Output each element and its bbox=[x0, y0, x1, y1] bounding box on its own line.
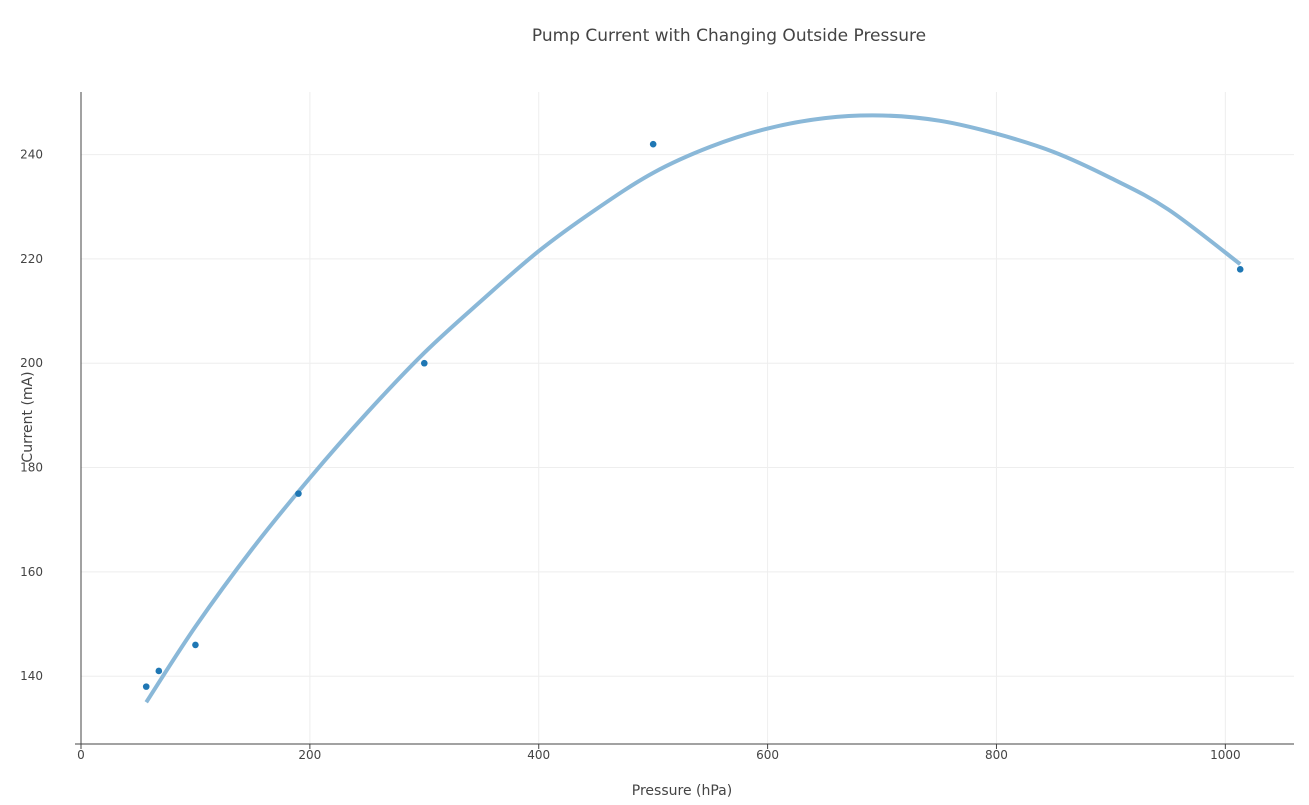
x-tick-label: 600 bbox=[756, 748, 779, 762]
x-tick-label: 1000 bbox=[1210, 748, 1241, 762]
y-tick-label: 220 bbox=[20, 252, 43, 266]
data-point bbox=[142, 683, 150, 690]
tick-labels: 0 200 400 600 800 1000 140 160 180 200 220 240 bbox=[20, 148, 1241, 762]
data-point bbox=[649, 140, 657, 148]
grid bbox=[81, 92, 1294, 744]
x-axis-label: Pressure (hPa) bbox=[632, 783, 732, 799]
x-tick-label: 800 bbox=[985, 748, 1008, 762]
data-point bbox=[155, 667, 163, 675]
y-tick-label: 140 bbox=[20, 669, 43, 683]
data-point bbox=[1236, 266, 1244, 273]
x-tick-label: 0 bbox=[77, 748, 85, 762]
x-tick-label: 200 bbox=[298, 748, 321, 762]
y-tick-label: 200 bbox=[20, 356, 43, 370]
chart-title: Pump Current with Changing Outside Press… bbox=[532, 26, 926, 46]
fit-curve-layer bbox=[144, 113, 1242, 704]
data-points bbox=[142, 140, 1244, 690]
data-point bbox=[421, 359, 428, 367]
axes bbox=[75, 92, 1294, 745]
y-tick-label: 160 bbox=[20, 565, 43, 579]
x-tick-label: 400 bbox=[527, 748, 550, 762]
fit-curve bbox=[144, 113, 1242, 704]
y-axis-label: Current (mA) bbox=[20, 371, 36, 462]
data-point bbox=[295, 490, 302, 497]
y-tick-label: 240 bbox=[20, 148, 43, 162]
data-point bbox=[192, 641, 199, 649]
y-tick-label: 180 bbox=[20, 461, 43, 475]
